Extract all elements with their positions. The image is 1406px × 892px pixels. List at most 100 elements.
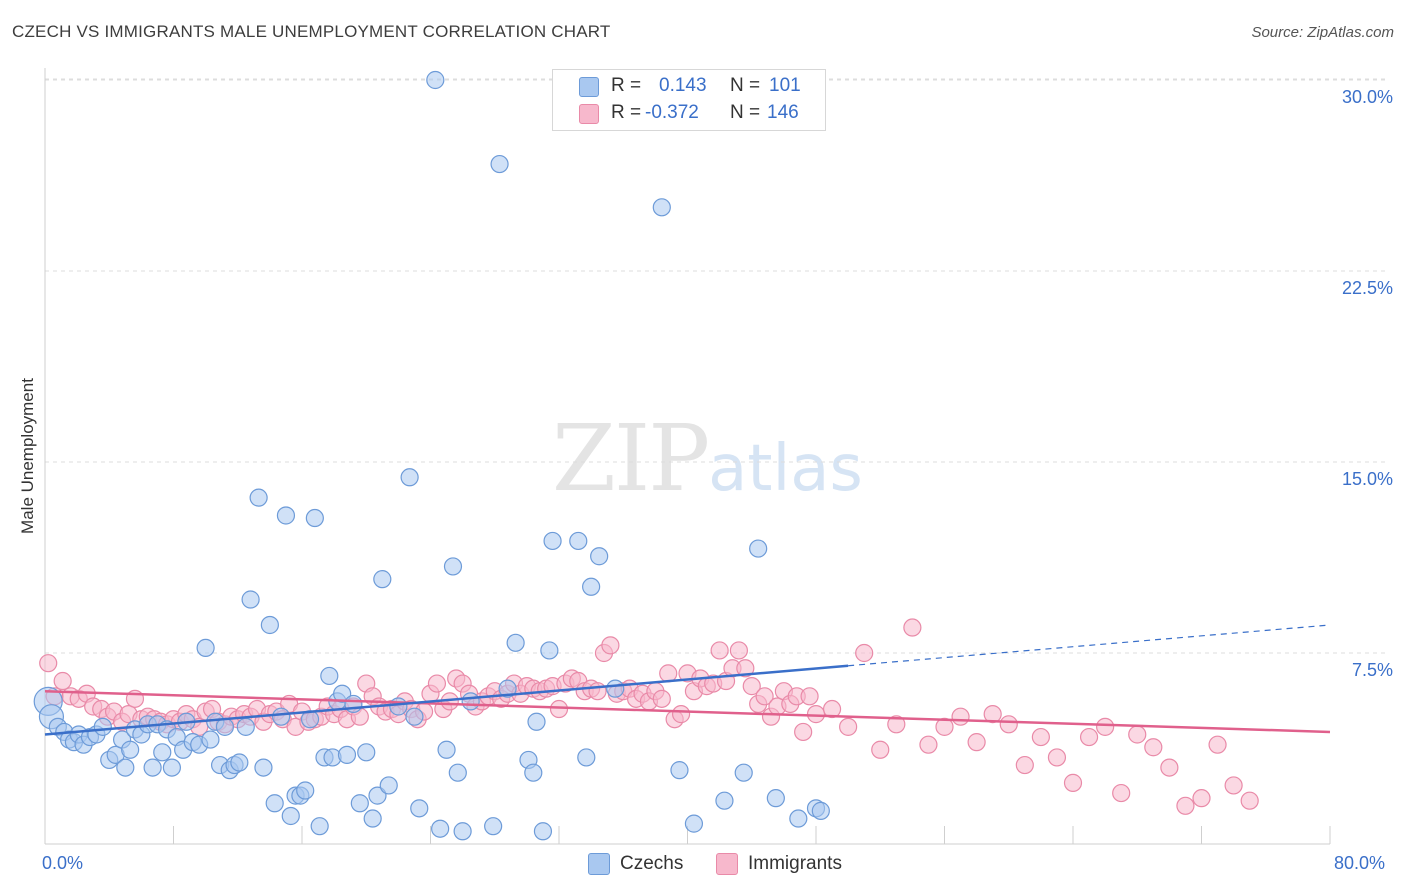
czech-point-37 xyxy=(236,717,255,736)
czech-point-92 xyxy=(670,761,689,780)
czech-point-71 xyxy=(437,740,456,759)
czech-point-86 xyxy=(569,531,588,551)
czech-point-70 xyxy=(431,819,450,838)
legend-item-czechs: Czechs xyxy=(588,852,683,876)
immigrant-point-78 xyxy=(549,699,569,719)
czech-point-96 xyxy=(749,539,768,558)
immigrant-point-141 xyxy=(1176,796,1195,815)
czechs-points xyxy=(33,70,830,841)
czech-point-62 xyxy=(368,786,387,805)
czech-point-94 xyxy=(715,791,734,810)
immigrant-point-97 xyxy=(671,705,691,724)
immigrant-point-117 xyxy=(800,687,819,706)
immigrants-swatch xyxy=(579,104,599,124)
czechs-swatch xyxy=(579,77,599,97)
czech-point-53 xyxy=(320,666,339,686)
czechs-trend-projection xyxy=(848,624,1331,667)
immigrant-point-145 xyxy=(1240,791,1259,810)
immigrant-point-132 xyxy=(1031,727,1050,747)
czech-point-10 xyxy=(93,717,112,736)
czech-point-85 xyxy=(543,531,562,551)
immigrant-point-120 xyxy=(839,717,858,736)
czech-point-38 xyxy=(241,590,260,609)
watermark: ZIPatlas xyxy=(552,405,863,512)
czech-point-33 xyxy=(215,717,234,736)
source-credit: Source: ZipAtlas.com xyxy=(1251,24,1394,41)
immigrant-point-124 xyxy=(903,618,922,637)
immigrant-point-139 xyxy=(1144,738,1163,757)
immigrant-point-86 xyxy=(601,636,620,655)
immigrant-point-143 xyxy=(1208,735,1227,754)
czech-point-79 xyxy=(506,633,525,652)
czech-point-66 xyxy=(400,468,419,487)
immigrant-point-137 xyxy=(1112,783,1131,803)
czech-point-42 xyxy=(265,794,284,813)
czech-point-75 xyxy=(461,692,480,711)
czech-point-77 xyxy=(490,154,509,174)
watermark-zip: ZIP xyxy=(552,405,710,512)
czech-point-45 xyxy=(281,806,300,826)
czechs-r-label: R = xyxy=(611,75,642,96)
immigrant-point-116 xyxy=(794,722,813,742)
immigrant-point-136 xyxy=(1096,717,1115,736)
czech-point-88 xyxy=(582,577,601,596)
y-tick-label-22-5: 22.5% xyxy=(1341,278,1393,298)
immigrant-point-110 xyxy=(755,687,774,706)
immigrant-point-142 xyxy=(1192,789,1211,808)
immigrant-point-2 xyxy=(53,671,72,691)
czech-point-29 xyxy=(196,638,215,658)
czech-point-69 xyxy=(426,70,445,90)
immigrant-point-129 xyxy=(983,705,1002,724)
chart-title: CZECH VS IMMIGRANTS MALE UNEMPLOYMENT CO… xyxy=(12,22,611,41)
czech-point-58 xyxy=(344,694,363,714)
immigrant-point-133 xyxy=(1047,748,1067,767)
czech-point-87 xyxy=(577,748,596,767)
czech-point-23 xyxy=(162,758,181,777)
czech-point-48 xyxy=(296,781,315,800)
immigrant-point-95 xyxy=(659,664,678,683)
czechs-n-value: 101 xyxy=(769,75,801,96)
immigrant-point-0 xyxy=(39,654,58,673)
czech-point-43 xyxy=(272,707,291,726)
correlation-legend: R = 0.143 N = 101 R = -0.372 N = 146 xyxy=(552,69,826,131)
immigrants-trend-line xyxy=(44,689,1331,734)
czech-point-41 xyxy=(260,615,279,635)
y-tick-label-7-5: 7.5% xyxy=(1351,660,1393,680)
czech-point-90 xyxy=(606,679,625,698)
czech-point-67 xyxy=(405,707,424,726)
trend-lines xyxy=(44,624,1331,736)
czechs-legend-label: Czechs xyxy=(620,853,684,874)
czech-point-15 xyxy=(121,740,140,759)
czech-point-95 xyxy=(734,763,753,782)
czech-point-19 xyxy=(143,758,162,777)
czech-point-39 xyxy=(249,488,268,507)
czech-point-98 xyxy=(789,809,808,828)
immigrant-point-59 xyxy=(427,674,447,693)
immigrant-point-119 xyxy=(822,699,842,719)
czech-point-56 xyxy=(333,684,352,703)
immigrant-point-130 xyxy=(999,715,1018,734)
x-tick-label-0: 0.0% xyxy=(42,853,84,873)
czech-point-59 xyxy=(350,794,369,813)
czech-point-74 xyxy=(453,822,472,841)
immigrant-point-140 xyxy=(1160,758,1179,777)
grid-lines xyxy=(45,78,1385,654)
czech-point-61 xyxy=(363,809,382,828)
czech-point-82 xyxy=(527,712,546,731)
czech-point-44 xyxy=(276,506,296,525)
czech-point-89 xyxy=(590,547,609,566)
czechs-n-label: N = xyxy=(730,75,761,96)
czech-point-63 xyxy=(373,570,392,589)
czech-point-68 xyxy=(410,799,429,818)
immigrants-r-label: R = xyxy=(611,102,642,123)
immigrant-point-107 xyxy=(736,659,755,678)
x-tick-label-80: 80.0% xyxy=(1334,853,1386,873)
immigrant-point-131 xyxy=(1015,755,1034,775)
watermark-atlas: atlas xyxy=(708,432,863,506)
immigrant-point-128 xyxy=(967,733,986,752)
immigrant-point-118 xyxy=(806,705,826,724)
y-axis-title: Male Unemployment xyxy=(18,378,37,534)
czech-point-60 xyxy=(357,743,376,762)
czech-point-93 xyxy=(684,814,704,833)
